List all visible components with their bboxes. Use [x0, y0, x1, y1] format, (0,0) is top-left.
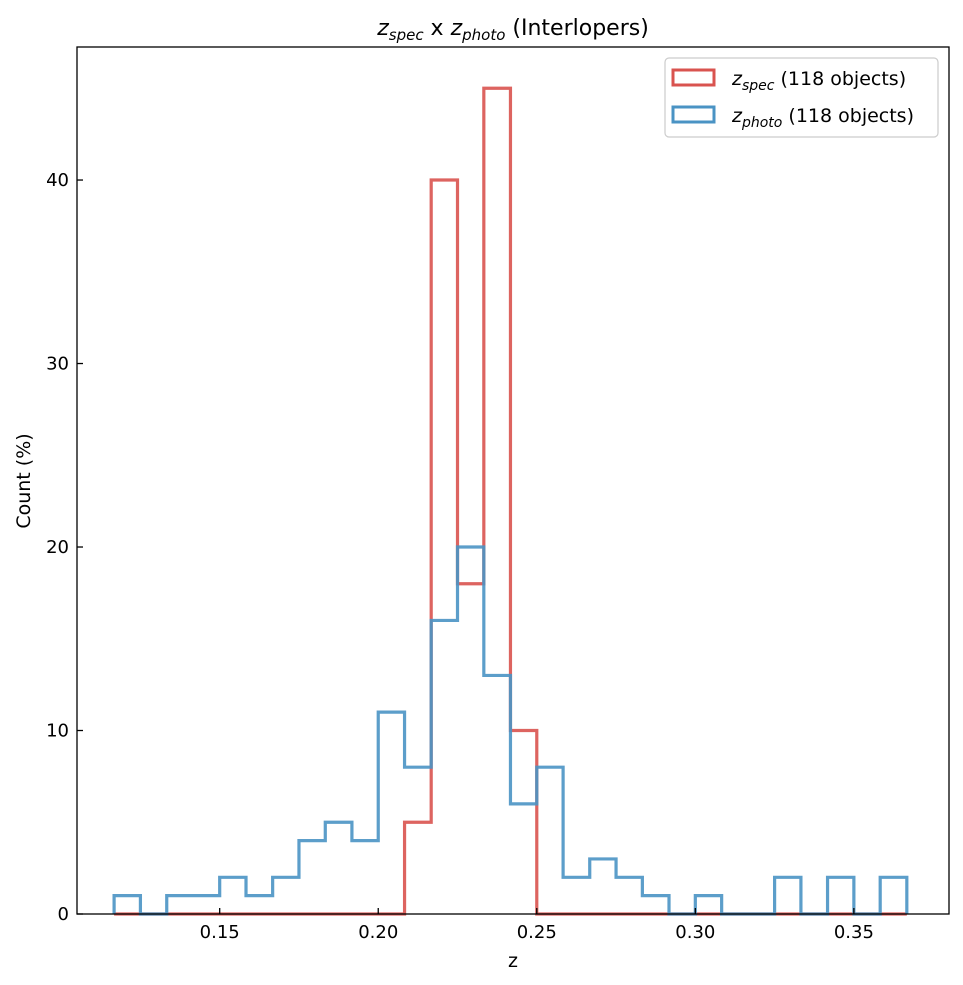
chart-title: zspec x zphoto (Interlopers) — [376, 16, 649, 44]
bar-zphoto-2 — [167, 896, 194, 914]
title-sub1: spec — [389, 26, 425, 44]
plot-frame — [76, 46, 950, 915]
bar-zphoto-12 — [431, 620, 457, 914]
bar-zphoto-7 — [299, 841, 325, 914]
y-tick-label: 40 — [46, 170, 69, 191]
bar-zphoto-19 — [616, 877, 642, 914]
bar-zphoto-13 — [458, 547, 484, 914]
bar-zphoto-11 — [405, 767, 432, 914]
bar-zphoto-0 — [114, 896, 140, 914]
x-tick-label: 0.15 — [200, 922, 240, 943]
x-tick-label: 0.20 — [358, 922, 398, 943]
bar-zphoto-3 — [193, 896, 219, 914]
bar-zphoto-25 — [775, 877, 801, 914]
series-outline-zphoto — [112, 545, 909, 916]
title-var1: z — [376, 16, 389, 41]
bar-zphoto-18 — [590, 859, 616, 914]
legend-zspec-var: z — [731, 68, 743, 90]
title-sep: x — [424, 16, 451, 41]
x-axis-label: z — [508, 950, 518, 972]
x-axis-ticks: 0.15 0.20 0.25 0.30 0.35 — [200, 908, 874, 943]
series-layer — [112, 86, 909, 916]
bar-zphoto-5 — [246, 896, 273, 914]
legend-label-zphoto: zphoto (118 objects) — [731, 105, 914, 131]
y-axis-label: Count (%) — [13, 433, 35, 528]
y-axis-ticks: 0 10 20 30 40 — [46, 170, 83, 925]
legend-box — [664, 57, 939, 138]
bar-zphoto-4 — [220, 877, 246, 914]
x-tick-label: 0.35 — [834, 922, 874, 943]
bar-zphoto-17 — [563, 877, 590, 914]
bar-zphoto-14 — [484, 675, 511, 914]
bar-zphoto-6 — [273, 877, 299, 914]
bar-zphoto-15 — [510, 804, 536, 914]
bar-zphoto-22 — [695, 896, 721, 914]
bar-zphoto-20 — [642, 896, 669, 914]
legend-zphoto-sub: photo — [741, 115, 782, 131]
legend: zspec (118 objects) zphoto (118 objects) — [664, 57, 939, 138]
series-zphoto — [112, 545, 909, 916]
legend-swatch-zspec — [671, 68, 716, 87]
bar-zphoto-16 — [537, 767, 563, 914]
y-tick-label: 0 — [58, 904, 69, 925]
legend-zphoto-rest: (118 objects) — [782, 105, 914, 127]
legend-label-zspec: zspec (118 objects) — [731, 68, 906, 94]
y-tick-label: 10 — [46, 721, 69, 742]
legend-swatch-zphoto — [671, 105, 716, 124]
title-sub2: photo — [461, 26, 505, 44]
bar-zphoto-8 — [325, 822, 352, 914]
bar-zphoto-9 — [352, 841, 378, 914]
legend-zspec-rest: (118 objects) — [774, 68, 906, 90]
x-tick-label: 0.30 — [675, 922, 715, 943]
x-tick-label: 0.25 — [517, 922, 557, 943]
y-tick-label: 20 — [46, 537, 69, 558]
title-var2: z — [450, 16, 463, 41]
bar-zphoto-27 — [828, 877, 854, 914]
title-suffix: (Interlopers) — [505, 16, 648, 41]
legend-zspec-sub: spec — [742, 78, 775, 94]
y-tick-label: 30 — [46, 354, 69, 375]
bar-zphoto-29 — [880, 877, 907, 914]
legend-zphoto-var: z — [731, 105, 743, 127]
bar-zphoto-10 — [378, 712, 404, 914]
